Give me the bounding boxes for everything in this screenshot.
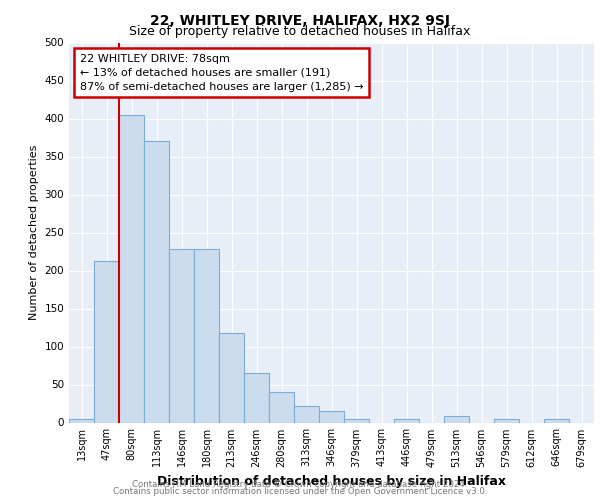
Bar	[219, 333, 244, 422]
Bar	[394, 418, 419, 422]
Bar	[94, 260, 119, 422]
X-axis label: Distribution of detached houses by size in Halifax: Distribution of detached houses by size …	[157, 475, 506, 488]
Bar	[244, 373, 269, 422]
Y-axis label: Number of detached properties: Number of detached properties	[29, 145, 39, 320]
Bar	[69, 418, 94, 422]
Text: 22, WHITLEY DRIVE, HALIFAX, HX2 9SJ: 22, WHITLEY DRIVE, HALIFAX, HX2 9SJ	[150, 14, 450, 28]
Bar	[269, 392, 294, 422]
Bar	[144, 142, 169, 422]
Text: Contains public sector information licensed under the Open Government Licence v3: Contains public sector information licen…	[113, 487, 487, 496]
Text: 22 WHITLEY DRIVE: 78sqm
← 13% of detached houses are smaller (191)
87% of semi-d: 22 WHITLEY DRIVE: 78sqm ← 13% of detache…	[79, 54, 363, 92]
Text: Contains HM Land Registry data © Crown copyright and database right 2024.: Contains HM Land Registry data © Crown c…	[132, 480, 468, 489]
Bar	[169, 249, 194, 422]
Bar	[444, 416, 469, 422]
Bar	[494, 418, 519, 422]
Bar	[194, 249, 219, 422]
Bar	[344, 418, 369, 422]
Bar	[294, 406, 319, 422]
Text: Size of property relative to detached houses in Halifax: Size of property relative to detached ho…	[130, 25, 470, 38]
Bar	[119, 114, 144, 422]
Bar	[544, 418, 569, 422]
Bar	[319, 411, 344, 422]
